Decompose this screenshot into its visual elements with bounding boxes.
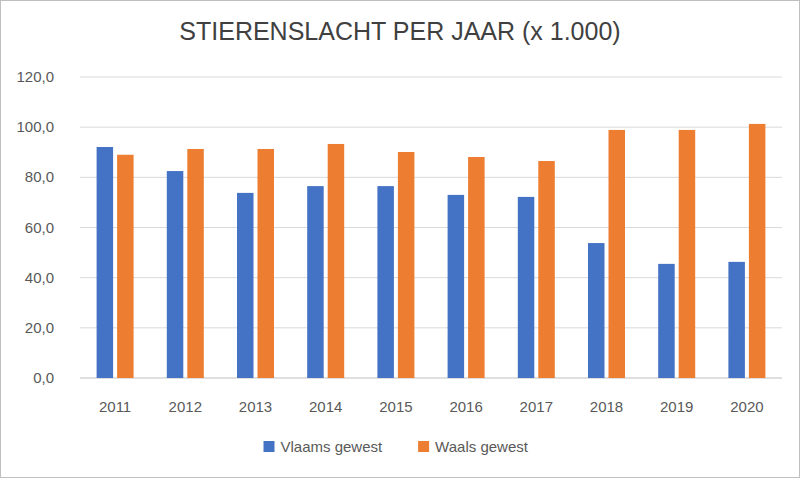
bar	[538, 161, 555, 378]
grid-line	[80, 177, 782, 178]
bar	[167, 171, 184, 378]
bar	[588, 243, 605, 378]
bar	[468, 157, 485, 378]
grid-line	[80, 227, 782, 228]
y-tick-label: 120,0	[16, 68, 54, 85]
legend-label: Vlaams gewest	[281, 438, 384, 455]
legend-swatch	[264, 441, 275, 452]
bar	[679, 130, 696, 378]
y-tick-label: 0,0	[33, 369, 54, 386]
bar	[97, 147, 114, 378]
bar	[448, 195, 465, 378]
bar	[237, 193, 254, 378]
title: STIERENSLACHT PER JAAR (x 1.000)	[179, 17, 620, 45]
bars	[97, 124, 766, 378]
grid-line	[80, 327, 782, 328]
legend: Vlaams gewest Waals gewest	[264, 438, 529, 455]
bar	[518, 197, 535, 378]
y-tick-label: 40,0	[25, 269, 54, 286]
x-tick-label: 2019	[660, 398, 693, 415]
y-tick-label: 20,0	[25, 319, 54, 336]
bar	[749, 124, 766, 378]
bar	[609, 130, 626, 378]
background	[1, 1, 800, 478]
bar	[117, 155, 134, 378]
bar	[398, 152, 415, 378]
x-tick-label: 2018	[590, 398, 623, 415]
chart-container: STIERENSLACHT PER JAAR (x 1.000) 0,0 20,0 4…	[0, 0, 800, 478]
y-tick-label: 100,0	[16, 118, 54, 135]
grid-line	[80, 378, 782, 379]
bar	[377, 186, 394, 378]
y-tick-label: 80,0	[25, 168, 54, 185]
x-tick-label: 2014	[309, 398, 342, 415]
bar	[658, 264, 675, 378]
x-tick-label: 2020	[730, 398, 763, 415]
chart-svg: STIERENSLACHT PER JAAR (x 1.000) 0,0 20,0 4…	[0, 0, 800, 478]
bar	[307, 186, 324, 378]
x-tick-label: 2016	[449, 398, 482, 415]
x-tick-label: 2015	[379, 398, 412, 415]
legend-swatch	[418, 441, 429, 452]
bar	[328, 144, 345, 378]
x-tick-label: 2012	[169, 398, 202, 415]
grid-line	[80, 127, 782, 128]
bar	[187, 149, 204, 378]
grid-line	[80, 77, 782, 78]
x-tick-label: 2017	[520, 398, 553, 415]
bar	[258, 149, 275, 378]
y-tick-label: 60,0	[25, 219, 54, 236]
legend-label: Waals gewest	[435, 438, 529, 455]
x-tick-label: 2013	[239, 398, 272, 415]
grid-line	[80, 277, 782, 278]
x-tick-label: 2011	[99, 398, 131, 415]
bar	[728, 262, 745, 378]
